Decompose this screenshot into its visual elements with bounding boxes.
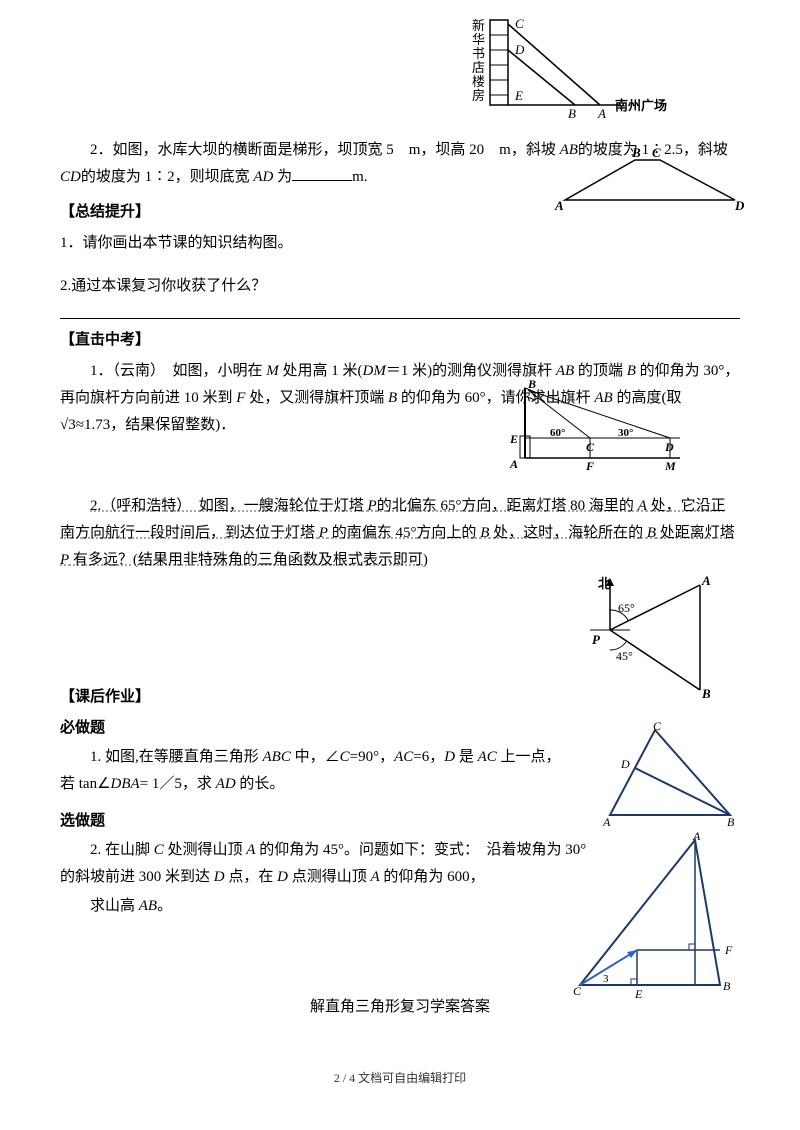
fig3-svg: B E A 60° C 30° D F M <box>500 378 700 473</box>
q2-blank <box>292 165 352 181</box>
fig3-E: E <box>509 432 518 446</box>
summary-2: 2.通过本课复习你收获了什么？ <box>60 273 740 300</box>
page-footer: 2 / 4 文档可自由编辑打印 <box>60 1068 740 1090</box>
fig5-B: B <box>727 815 735 829</box>
page-container: 新华书店楼房 C D E B A 南州广场 B C A <box>60 40 740 1090</box>
fig4-B: B <box>701 686 711 701</box>
fig4-45: 45° <box>616 649 633 663</box>
fig3-F: F <box>585 459 594 473</box>
summary-1: 1．请你画出本节课的知识结构图。 <box>60 230 740 257</box>
fig3-M: M <box>664 459 676 473</box>
fig4-P: P <box>592 632 601 647</box>
fig5-D: D <box>620 757 630 771</box>
fig1-hlabel: 南州广场 <box>615 98 667 113</box>
fig3-D: D <box>664 440 674 454</box>
fig6-svg: A F B E C 3 <box>565 830 745 1000</box>
fig1-D: D <box>514 42 525 57</box>
fig6-3: 3 <box>603 973 609 985</box>
fig3-60: 60° <box>550 427 565 439</box>
fig1-vlabel: 新华书店楼房 <box>472 18 485 103</box>
fig6-A: A <box>692 830 701 843</box>
fig4-svg: 北 P A B 65° 45° <box>570 570 730 710</box>
fig2-C: C <box>652 145 661 160</box>
fig5-C: C <box>653 720 662 733</box>
fig1-B: B <box>568 106 576 121</box>
fig6-C: C <box>573 984 582 998</box>
fig3-A: A <box>509 457 518 471</box>
fig6-E: E <box>634 987 643 1000</box>
fig1-E: E <box>514 88 523 103</box>
figure-trapezoid-dam: B C A D <box>550 145 750 225</box>
fig1-C: C <box>515 16 524 31</box>
divider <box>60 318 740 319</box>
figure-flagpole: B E A 60° C 30° D F M <box>500 378 700 483</box>
fig2-B: B <box>631 145 641 160</box>
fig3-B: B <box>527 378 536 391</box>
fig3-30: 30° <box>618 427 633 439</box>
figure-building-plaza: 新华书店楼房 C D E B A 南州广场 <box>460 10 680 140</box>
section-exam-title: 【直击中考】 <box>60 327 740 354</box>
fig2-A: A <box>554 198 564 213</box>
figure-iso-right-triangle: C D A B <box>595 720 745 840</box>
figure-lighthouse: 北 P A B 65° 45° <box>570 570 730 720</box>
fig6-B: B <box>723 979 731 993</box>
fig1-A: A <box>597 106 606 121</box>
exam-2: 2.（呼和浩特） 如图，一艘海轮位于灯塔 P的北偏东 65°方向，距离灯塔 80… <box>60 493 740 574</box>
fig5-A: A <box>602 815 611 829</box>
fig6-F: F <box>724 943 733 957</box>
fig2-D: D <box>734 198 745 213</box>
figure-mountain: A F B E C 3 <box>565 830 745 1010</box>
building-rect <box>490 20 508 105</box>
fig1-svg: 新华书店楼房 C D E B A 南州广场 <box>460 10 680 130</box>
fig4-north: 北 <box>598 576 611 591</box>
fig2-svg: B C A D <box>550 145 750 215</box>
fig5-svg: C D A B <box>595 720 745 830</box>
fig4-65: 65° <box>618 601 635 615</box>
fig3-C: C <box>586 440 595 454</box>
fig4-A: A <box>701 573 711 588</box>
